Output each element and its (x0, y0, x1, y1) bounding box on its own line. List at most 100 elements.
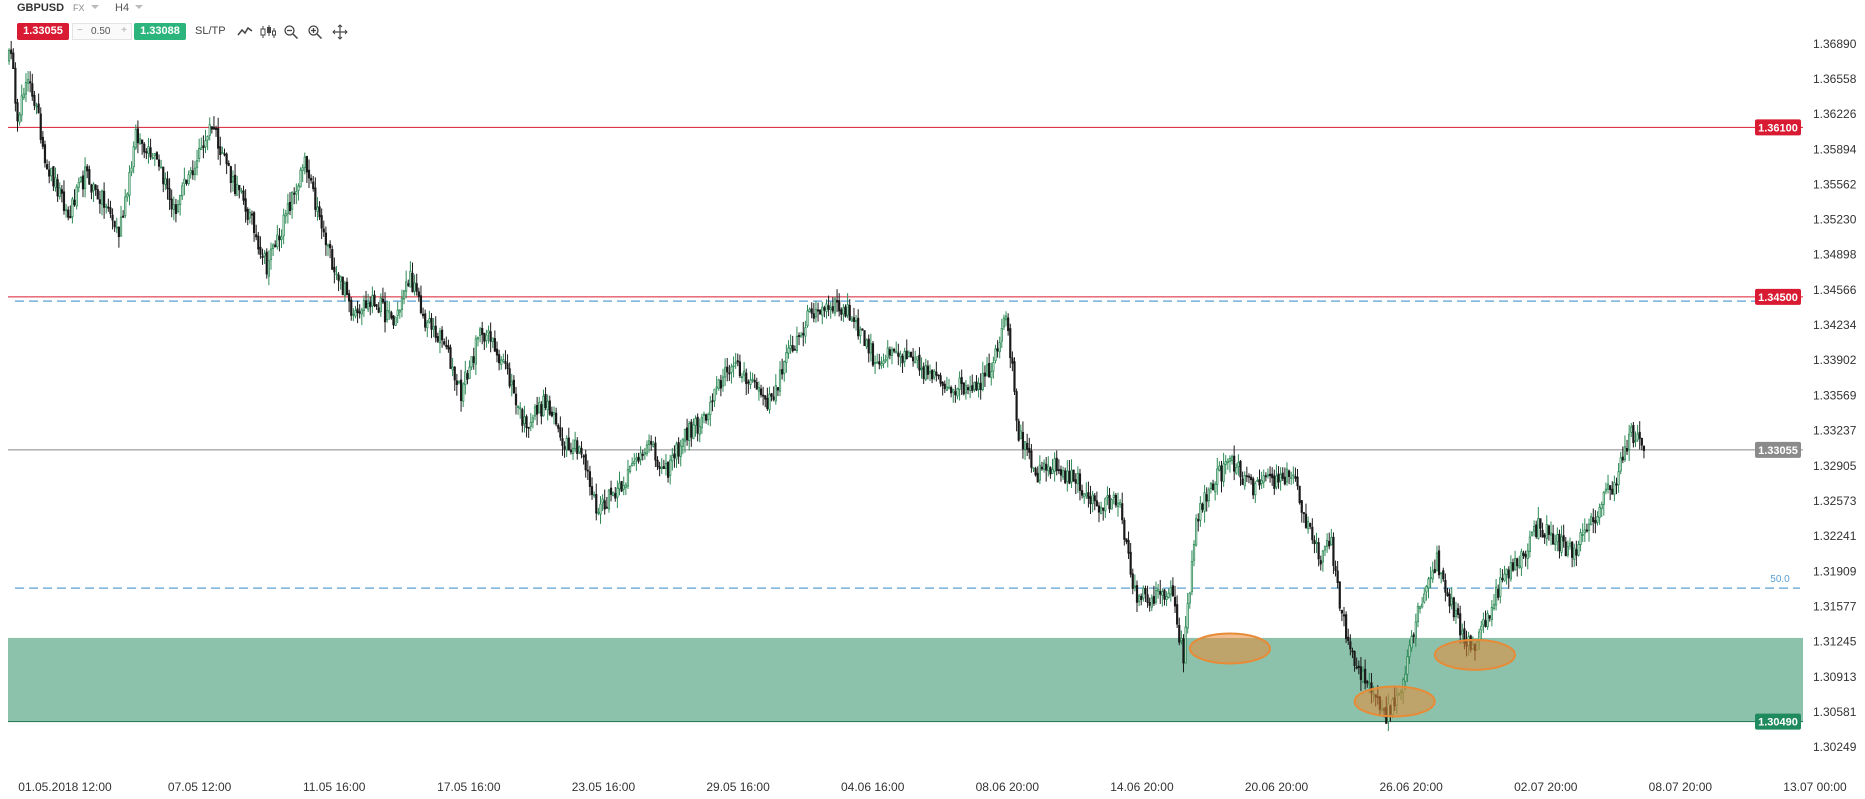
candle[interactable] (878, 353, 881, 370)
candle[interactable] (1009, 323, 1012, 369)
candle[interactable] (1013, 357, 1016, 396)
candle[interactable] (1154, 581, 1158, 605)
candle[interactable] (1480, 620, 1483, 641)
candle[interactable] (388, 301, 391, 320)
candle[interactable] (170, 189, 173, 218)
candle[interactable] (599, 495, 602, 524)
candle[interactable] (1112, 491, 1115, 505)
candle[interactable] (174, 198, 178, 223)
candle[interactable] (1226, 458, 1229, 470)
candle[interactable] (379, 293, 382, 317)
candle[interactable] (550, 406, 554, 418)
candle[interactable] (983, 365, 987, 387)
candle[interactable] (1516, 557, 1519, 577)
candle[interactable] (26, 71, 30, 92)
candles-layer[interactable] (7, 40, 1646, 732)
candle[interactable] (1108, 487, 1111, 514)
candle[interactable] (1127, 531, 1130, 559)
candle[interactable] (257, 231, 260, 255)
line-chart-icon[interactable] (237, 24, 253, 40)
candle[interactable] (1490, 599, 1493, 627)
candle[interactable] (24, 73, 28, 103)
candle[interactable] (413, 274, 416, 296)
candle[interactable] (1492, 593, 1496, 611)
candle[interactable] (819, 309, 822, 315)
candle[interactable] (1116, 492, 1120, 517)
candle[interactable] (536, 396, 539, 426)
candle[interactable] (563, 441, 566, 458)
candle[interactable] (438, 327, 442, 354)
candle[interactable] (128, 165, 131, 206)
candle[interactable] (548, 395, 551, 416)
candle[interactable] (762, 386, 765, 406)
candle[interactable] (1359, 656, 1363, 692)
candle[interactable] (806, 304, 809, 328)
candle[interactable] (840, 307, 843, 321)
candle[interactable] (1547, 524, 1550, 541)
candle[interactable] (1568, 537, 1572, 550)
candle[interactable] (1123, 517, 1126, 546)
candle[interactable] (705, 413, 708, 424)
candle[interactable] (635, 452, 638, 471)
candle[interactable] (75, 184, 78, 210)
candle[interactable] (105, 203, 108, 214)
candle[interactable] (778, 361, 782, 397)
candle[interactable] (362, 295, 366, 317)
candle[interactable] (1566, 540, 1570, 558)
candle[interactable] (1072, 469, 1075, 483)
candle[interactable] (1505, 568, 1508, 585)
candle[interactable] (1049, 466, 1052, 479)
candle[interactable] (485, 329, 488, 348)
candle[interactable] (1545, 515, 1548, 546)
candle[interactable] (261, 248, 264, 265)
candle[interactable] (280, 229, 283, 249)
candle[interactable] (219, 136, 222, 166)
time-axis[interactable]: 01.05.2018 12:00 07.05 12:00 11.05 16:00 17… (18, 780, 1847, 794)
candle[interactable] (882, 353, 885, 369)
candle[interactable] (98, 190, 101, 214)
candle[interactable] (352, 308, 355, 322)
candle[interactable] (738, 354, 741, 378)
candle[interactable] (903, 347, 906, 367)
candle[interactable] (90, 183, 93, 200)
candle[interactable] (926, 360, 929, 380)
candle[interactable] (1032, 467, 1035, 473)
candle[interactable] (897, 343, 900, 366)
candle[interactable] (814, 300, 818, 323)
candle[interactable] (812, 302, 815, 323)
candle[interactable] (730, 363, 733, 384)
candle[interactable] (1418, 605, 1422, 614)
candle[interactable] (1176, 595, 1179, 628)
candle[interactable] (639, 446, 642, 466)
candle[interactable] (774, 374, 777, 405)
candle[interactable] (478, 326, 482, 343)
candle[interactable] (555, 407, 558, 427)
candle[interactable] (1549, 521, 1553, 546)
candle[interactable] (654, 436, 657, 468)
candle[interactable] (717, 378, 720, 391)
candle[interactable] (732, 356, 735, 378)
candle[interactable] (620, 480, 623, 493)
candle[interactable] (464, 360, 467, 395)
candle[interactable] (117, 226, 120, 248)
candle[interactable] (41, 131, 44, 150)
candle[interactable] (1518, 555, 1521, 569)
candle[interactable] (31, 73, 34, 101)
candle[interactable] (1262, 469, 1265, 489)
candle[interactable] (324, 226, 327, 256)
candle[interactable] (895, 341, 898, 354)
candle[interactable] (1059, 465, 1063, 482)
candle[interactable] (1345, 611, 1348, 643)
candle[interactable] (933, 369, 936, 381)
candle[interactable] (1640, 437, 1643, 451)
candle[interactable] (252, 211, 256, 242)
candle[interactable] (265, 248, 268, 279)
candle[interactable] (612, 491, 615, 497)
candle[interactable] (1095, 491, 1098, 507)
candle[interactable] (1321, 549, 1324, 572)
candle[interactable] (1055, 450, 1058, 476)
candle[interactable] (510, 373, 513, 397)
candle[interactable] (1632, 421, 1635, 448)
candle[interactable] (943, 380, 946, 393)
candle[interactable] (1053, 452, 1056, 482)
